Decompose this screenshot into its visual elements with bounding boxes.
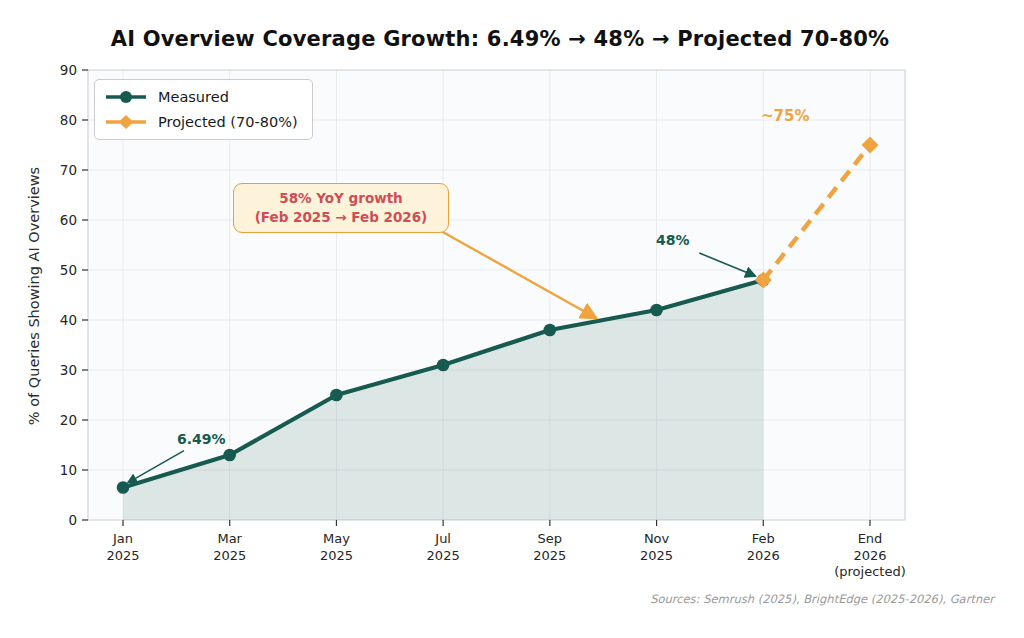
annotation-first-point: 6.49% bbox=[177, 431, 226, 447]
annotation-measured-end: 48% bbox=[656, 232, 690, 248]
source-note: Sources: Semrush (2025), BrightEdge (202… bbox=[650, 592, 994, 606]
growth-annotation-box: 58% YoY growth (Feb 2025 → Feb 2026) bbox=[233, 183, 449, 233]
y-axis-label: % of Queries Showing AI Overviews bbox=[26, 66, 48, 526]
legend-item-measured: Measured bbox=[104, 86, 298, 108]
svg-text:End2026(projected): End2026(projected) bbox=[834, 531, 906, 579]
svg-text:70: 70 bbox=[60, 162, 77, 178]
growth-annotation-line2: (Feb 2025 → Feb 2026) bbox=[243, 208, 439, 227]
legend: Measured Projected (70-80%) bbox=[94, 79, 313, 140]
legend-label-measured: Measured bbox=[158, 89, 229, 105]
svg-text:Sep2025: Sep2025 bbox=[533, 531, 566, 563]
svg-text:May2025: May2025 bbox=[320, 531, 353, 563]
svg-text:30: 30 bbox=[60, 362, 77, 378]
growth-annotation-line1: 58% YoY growth bbox=[243, 189, 439, 208]
legend-item-projected: Projected (70-80%) bbox=[104, 111, 298, 133]
svg-text:Nov2025: Nov2025 bbox=[640, 531, 673, 563]
chart-title: AI Overview Coverage Growth: 6.49% → 48%… bbox=[0, 27, 1000, 51]
svg-text:60: 60 bbox=[60, 212, 77, 228]
legend-label-projected: Projected (70-80%) bbox=[158, 114, 298, 130]
svg-text:40: 40 bbox=[60, 312, 77, 328]
svg-text:Jul2025: Jul2025 bbox=[427, 531, 460, 563]
svg-text:0: 0 bbox=[68, 512, 77, 528]
svg-text:10: 10 bbox=[60, 462, 77, 478]
measured-line-icon bbox=[104, 89, 148, 105]
svg-text:90: 90 bbox=[60, 62, 77, 78]
projected-line-icon bbox=[104, 114, 148, 130]
svg-text:20: 20 bbox=[60, 412, 77, 428]
svg-text:Mar2025: Mar2025 bbox=[213, 531, 246, 563]
svg-text:Feb2026: Feb2026 bbox=[747, 531, 780, 563]
chart-figure: 0 10 20 30 40 50 60 70 80 90 Jan2025 Mar2025 May2025… bbox=[0, 0, 1024, 638]
annotation-projected-end: ~75% bbox=[761, 107, 809, 125]
svg-text:50: 50 bbox=[60, 262, 77, 278]
svg-text:Jan2025: Jan2025 bbox=[106, 531, 139, 563]
svg-text:80: 80 bbox=[60, 112, 77, 128]
